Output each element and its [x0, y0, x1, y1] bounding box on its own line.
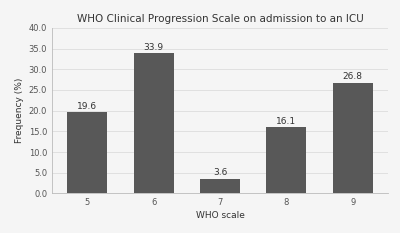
Y-axis label: Frequency (%): Frequency (%)	[16, 78, 24, 143]
Bar	[134, 53, 174, 193]
Text: 26.8: 26.8	[343, 72, 363, 81]
Text: 16.1: 16.1	[276, 116, 296, 126]
Text: 3.6: 3.6	[213, 168, 227, 177]
Bar	[67, 112, 107, 193]
Bar	[333, 82, 373, 193]
Text: 33.9: 33.9	[144, 43, 164, 52]
Bar	[266, 127, 306, 193]
Bar	[200, 178, 240, 193]
X-axis label: WHO scale: WHO scale	[196, 211, 244, 220]
Text: 19.6: 19.6	[77, 102, 97, 111]
Title: WHO Clinical Progression Scale on admission to an ICU: WHO Clinical Progression Scale on admiss…	[77, 14, 363, 24]
